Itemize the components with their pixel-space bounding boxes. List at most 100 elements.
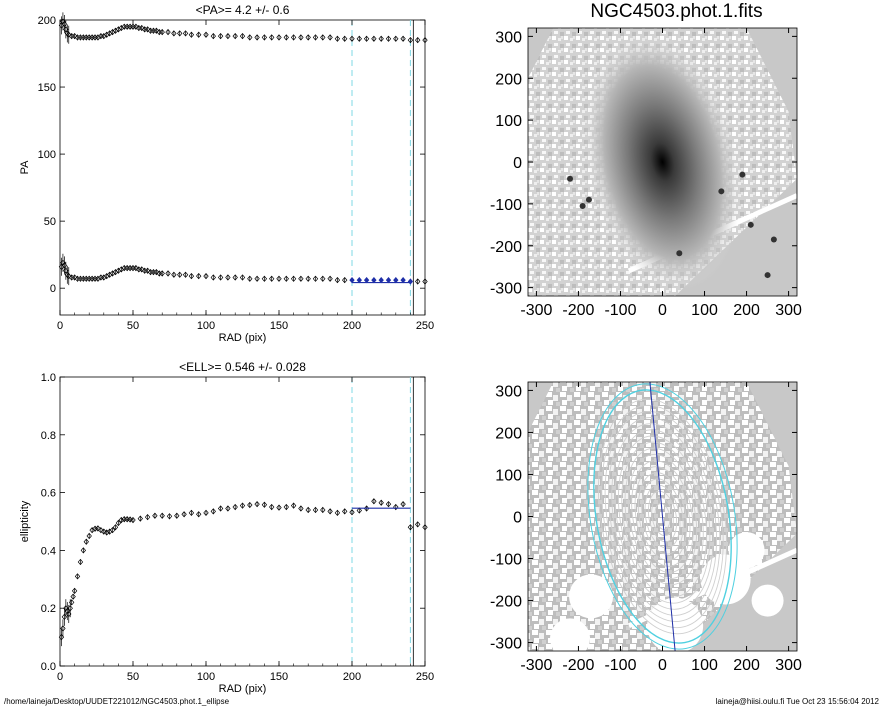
y-tick-label: -200 [490,594,522,611]
data-point [203,272,209,280]
x-tick-label: 150 [270,320,288,332]
data-point [74,573,81,580]
data-point [153,27,160,34]
data-point [312,506,319,514]
x-tick-label: -300 [520,302,552,319]
x-tick-label: 0 [658,657,667,674]
data-point [171,30,177,37]
isophote-contour [651,496,674,537]
y-tick-label: -300 [490,281,522,298]
x-tick-label: 200 [343,671,361,683]
data-point [203,509,209,516]
data-point [66,31,72,38]
data-point [393,35,399,42]
data-point [422,278,428,285]
data-point [139,24,145,32]
data-point [239,274,246,281]
x-tick-label: 250 [416,671,434,683]
chart-title: <ELL>= 0.546 +/- 0.028 [179,360,306,374]
y-tick-label: 0.8 [41,430,56,442]
y-tick-label: -200 [490,239,522,256]
data-point [276,275,282,282]
data-point [422,524,428,531]
data-point [298,505,304,512]
mask-region [700,554,751,605]
x-tick-label: 250 [416,320,434,332]
data-point [400,501,406,508]
data-point [112,524,119,531]
isophote-contour [627,453,698,580]
data-point [217,32,224,40]
data-point [385,35,392,42]
data-point [254,275,260,282]
data-point [70,593,76,600]
data-point [269,275,275,282]
y-tick-label: 0 [50,283,56,295]
data-point [69,599,75,606]
x-tick-label: -200 [562,302,594,319]
data-point [254,34,260,41]
x-axis-label: RAD (pix) [219,683,267,695]
data-point [298,275,304,282]
y-tick-label: 0 [513,155,522,172]
data-point [153,268,160,276]
data-point [137,515,143,522]
data-point [283,275,289,282]
x-tick-label: 100 [691,302,718,319]
data-point [181,511,187,518]
data-point [371,498,377,505]
data-point [269,34,275,41]
data-point [159,28,165,36]
data-point [261,34,268,41]
data-point [139,266,145,273]
galaxy-glow [584,33,741,291]
data-point [188,31,195,38]
y-axis-label: ellipticity [19,500,31,542]
y-tick-label: 200 [38,15,56,27]
data-point [115,519,122,527]
x-tick-label: 200 [343,320,361,332]
data-point [144,267,151,274]
data-point [130,516,136,524]
data-point [165,28,171,36]
x-tick-label: 150 [270,671,288,683]
plot-frame [59,19,426,316]
data-point [415,36,421,44]
data-point [144,514,151,521]
data-point [66,272,72,280]
x-axis-label: RAD (pix) [219,332,267,344]
y-tick-label: 100 [38,149,56,161]
y-tick-label: 100 [495,467,522,484]
star-point [567,175,574,182]
data-point [349,509,355,516]
data-point [327,34,333,41]
data-point [327,508,333,515]
data-series [58,498,428,647]
data-point [86,532,92,540]
major-axis-line [649,382,676,651]
y-tick-label: -100 [490,552,522,569]
chart-pa: 0 50 100 150 200 250 0 50 100 150 200 <PA>= 4.2 +/-… [19,3,434,344]
data-point [312,34,319,41]
data-point [98,527,104,534]
isophote-contour [611,423,714,610]
data-point [305,506,311,514]
data-point [133,264,139,272]
x-tick-label: -200 [562,657,594,674]
y-tick-label: 150 [38,82,56,94]
data-point [363,35,370,42]
data-point [95,525,101,532]
data-point [290,34,297,41]
mask-region [550,618,591,651]
data-point [71,274,78,281]
isophote-contour [654,502,671,531]
x-tick-label: -100 [604,302,636,319]
data-point [305,275,311,282]
data-point [217,505,224,512]
data-point [407,36,414,44]
data-point [210,508,216,515]
data-point [334,35,341,42]
data-point [283,34,289,41]
data-point [71,32,78,40]
data-point [232,503,238,511]
